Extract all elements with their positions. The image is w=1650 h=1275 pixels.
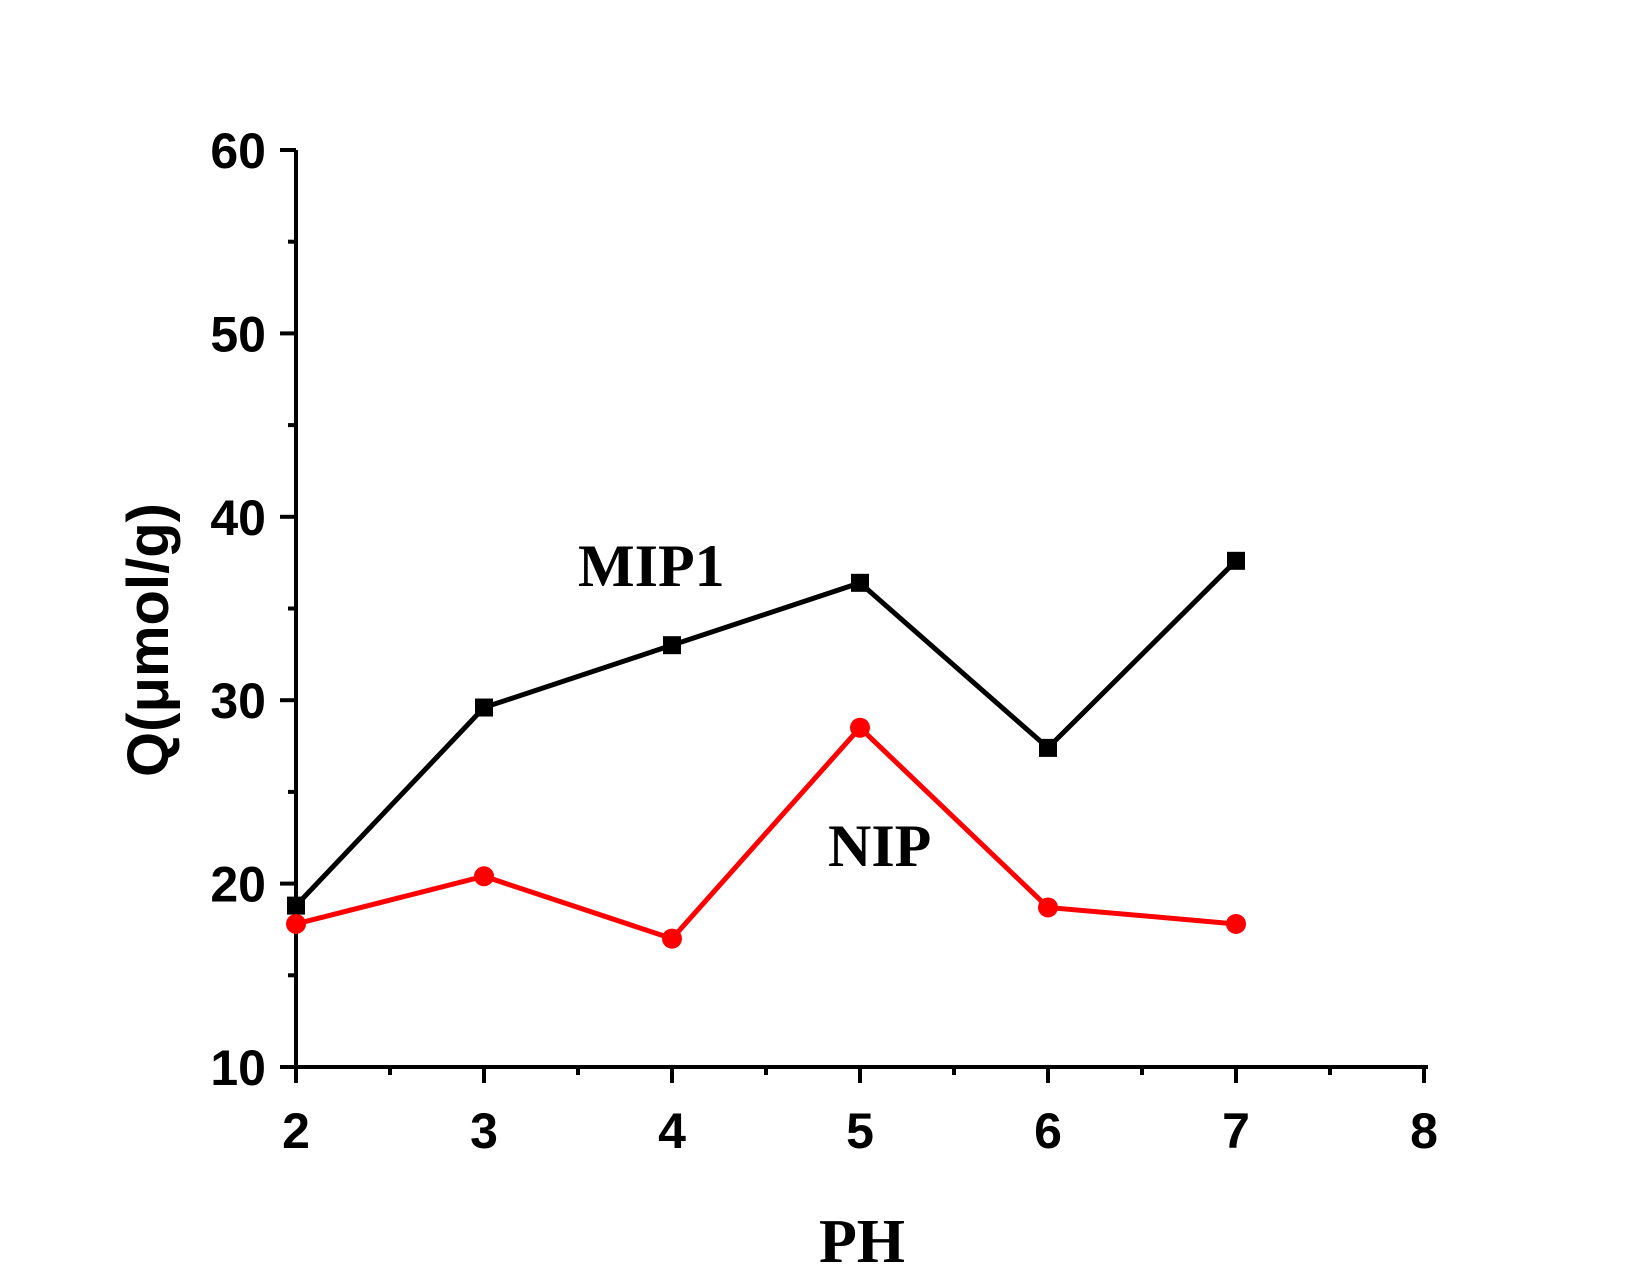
y-tick-label: 40 <box>210 490 266 546</box>
data-point-mip1 <box>1039 738 1057 757</box>
x-tick-label: 6 <box>1034 1103 1062 1159</box>
x-tick-label: 8 <box>1410 1103 1438 1159</box>
data-point-mip1 <box>851 573 869 592</box>
y-tick-label: 30 <box>210 673 266 729</box>
data-point-mip1 <box>663 636 681 655</box>
data-point-nip <box>474 866 494 887</box>
x-tick-label: 5 <box>846 1103 874 1159</box>
y-tick-label: 60 <box>210 123 266 179</box>
x-tick-label: 4 <box>658 1103 686 1159</box>
data-point-nip <box>1038 897 1058 918</box>
series-label-mip1: MIP1 <box>578 533 725 599</box>
series-layer <box>286 551 1246 949</box>
data-point-nip <box>286 913 306 934</box>
data-point-nip <box>1226 913 1246 934</box>
y-tick-label: 50 <box>210 306 266 362</box>
axes <box>294 150 1428 1069</box>
x-axis-title: PH <box>819 1208 905 1275</box>
y-tick-label: 10 <box>210 1040 266 1096</box>
data-point-nip <box>662 928 682 949</box>
data-point-mip1 <box>475 698 493 717</box>
x-ticks: 2 3 4 5 6 7 8 <box>282 1067 1438 1159</box>
y-axis-title: Q(μmol/g) <box>116 503 181 777</box>
y-ticks: 10 20 30 40 50 60 <box>210 123 296 1096</box>
x-tick-label: 2 <box>282 1103 310 1159</box>
data-point-nip <box>850 717 870 738</box>
data-point-mip1 <box>1227 551 1245 570</box>
series-line-nip <box>295 724 1237 942</box>
x-tick-label: 3 <box>470 1103 498 1159</box>
series-line-mip1 <box>294 559 1238 908</box>
x-tick-label: 7 <box>1222 1103 1250 1159</box>
series-label-nip: NIP <box>828 813 931 879</box>
data-point-mip1 <box>287 896 305 915</box>
y-tick-label: 20 <box>210 857 266 913</box>
